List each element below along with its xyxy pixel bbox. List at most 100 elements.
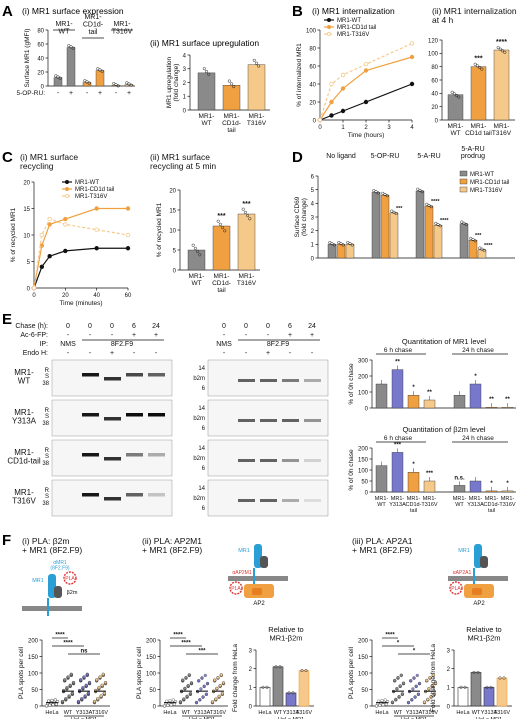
blot-row-label: MR1-WT xyxy=(14,368,34,386)
chase-6h-label: 6 h chase xyxy=(384,435,413,442)
x-tick-label: WT xyxy=(182,710,191,716)
header-value: 0 xyxy=(244,323,248,330)
y-tick-label: 5 xyxy=(311,188,315,194)
legend-marker xyxy=(65,179,70,184)
y-tick-label: 0 xyxy=(173,268,177,274)
ap2-subunit xyxy=(252,588,262,595)
series-point xyxy=(31,285,37,291)
header-value: 24 xyxy=(152,323,160,330)
mw-label: 14 xyxy=(198,486,205,492)
bar xyxy=(459,223,469,259)
data-point xyxy=(399,673,403,677)
group-label: 5-A-RU prodrug xyxy=(461,146,485,160)
data-point xyxy=(438,224,442,228)
bar xyxy=(391,452,404,493)
data-point xyxy=(480,67,484,71)
data-point xyxy=(496,46,500,50)
significance-label: **** xyxy=(63,641,73,647)
series-point xyxy=(317,117,323,123)
bar xyxy=(470,672,482,707)
y-tick-label: 4 xyxy=(311,202,315,208)
header-label: Endo H: xyxy=(23,350,48,357)
data-point xyxy=(406,700,411,704)
y-tick-label: 40 xyxy=(309,82,316,88)
data-point xyxy=(193,246,197,250)
y-tick-label: 0 xyxy=(365,490,369,496)
x-tick-label: Y313A xyxy=(194,710,211,716)
data-point xyxy=(64,697,68,701)
diagram-pla-label: PLA xyxy=(231,586,241,592)
data-point xyxy=(205,681,210,686)
data-point xyxy=(85,672,89,676)
x-tick-label: MR1-CD1d tail xyxy=(465,123,492,137)
y-tick-label: 1 xyxy=(183,95,187,101)
group-label: MR1-WT xyxy=(55,21,73,36)
data-point xyxy=(183,686,187,690)
data-point xyxy=(464,222,468,226)
bar xyxy=(501,407,514,409)
significance-label: * xyxy=(506,481,509,487)
data-point xyxy=(254,61,259,65)
data-point xyxy=(216,219,220,223)
header-value: - xyxy=(67,350,70,357)
y-tick-label: 6 xyxy=(311,174,315,180)
legend-label: MR1-CD1d tail xyxy=(75,187,114,193)
blot-band xyxy=(282,419,299,422)
y-tick-label: 2 xyxy=(249,667,253,673)
mw-label: b2m xyxy=(193,416,205,422)
data-point xyxy=(86,691,90,695)
x-tick-label: T316V xyxy=(296,710,313,716)
data-point xyxy=(287,691,291,695)
panel-d-chart: 0 1 2 3 4 5 6 Surface CD69(fold change) No ligan… xyxy=(294,146,515,262)
data-point xyxy=(396,675,400,680)
mw-label: R xyxy=(45,448,50,454)
series-point xyxy=(409,54,415,60)
data-point xyxy=(80,697,84,701)
blot-band xyxy=(282,379,299,382)
data-point xyxy=(219,673,223,677)
data-point xyxy=(473,62,477,66)
panel-f: F (i) PLA: β2m + MR1 (8F2.F9) MR1 PLA αMR1 (8… xyxy=(2,532,512,719)
y-axis-label: % of 0h chase xyxy=(348,449,355,491)
blot-band xyxy=(304,419,321,422)
x-tick-label: 0 xyxy=(32,293,36,299)
blot-band xyxy=(260,499,277,502)
group-label: 5-OP-RU xyxy=(371,153,400,160)
significance-label: * xyxy=(474,374,477,380)
bar xyxy=(423,480,436,493)
mw-label: R xyxy=(45,408,50,414)
series-point xyxy=(94,227,99,232)
y-tick-label: 50 xyxy=(361,688,368,694)
x-sign-label: - xyxy=(57,90,60,97)
data-point xyxy=(96,697,100,701)
mw-label: S xyxy=(45,454,49,460)
series-point xyxy=(340,108,346,114)
header-label: Ac-6-FP: xyxy=(20,332,48,339)
x-tick-label: 40 xyxy=(93,293,100,299)
data-point xyxy=(83,694,87,698)
bar xyxy=(493,49,510,121)
bar xyxy=(469,480,482,493)
significance-label: **** xyxy=(484,243,493,249)
data-point xyxy=(218,222,222,226)
mw-label: 14 xyxy=(198,406,205,412)
header-value: - xyxy=(223,332,226,339)
data-point xyxy=(71,680,76,685)
y-tick-label: 200 xyxy=(358,446,369,452)
bar xyxy=(82,82,92,87)
quant-title: Quantitation of MR1 level xyxy=(402,337,487,346)
header-value: + xyxy=(132,332,136,339)
significance-label: *** xyxy=(396,206,403,212)
x-sub-label: HeLa.MR1 xyxy=(189,717,215,719)
data-point xyxy=(79,678,83,682)
y-tick-label: 60 xyxy=(309,64,316,70)
significance-label: ** xyxy=(489,397,494,403)
y-tick-label: 50 xyxy=(149,688,156,694)
y-tick-label: 20 xyxy=(169,188,176,194)
data-point xyxy=(60,699,65,704)
mw-label: 14 xyxy=(198,366,205,372)
data-point xyxy=(101,672,105,676)
x-tick-label: MR1-T316V xyxy=(237,273,257,287)
